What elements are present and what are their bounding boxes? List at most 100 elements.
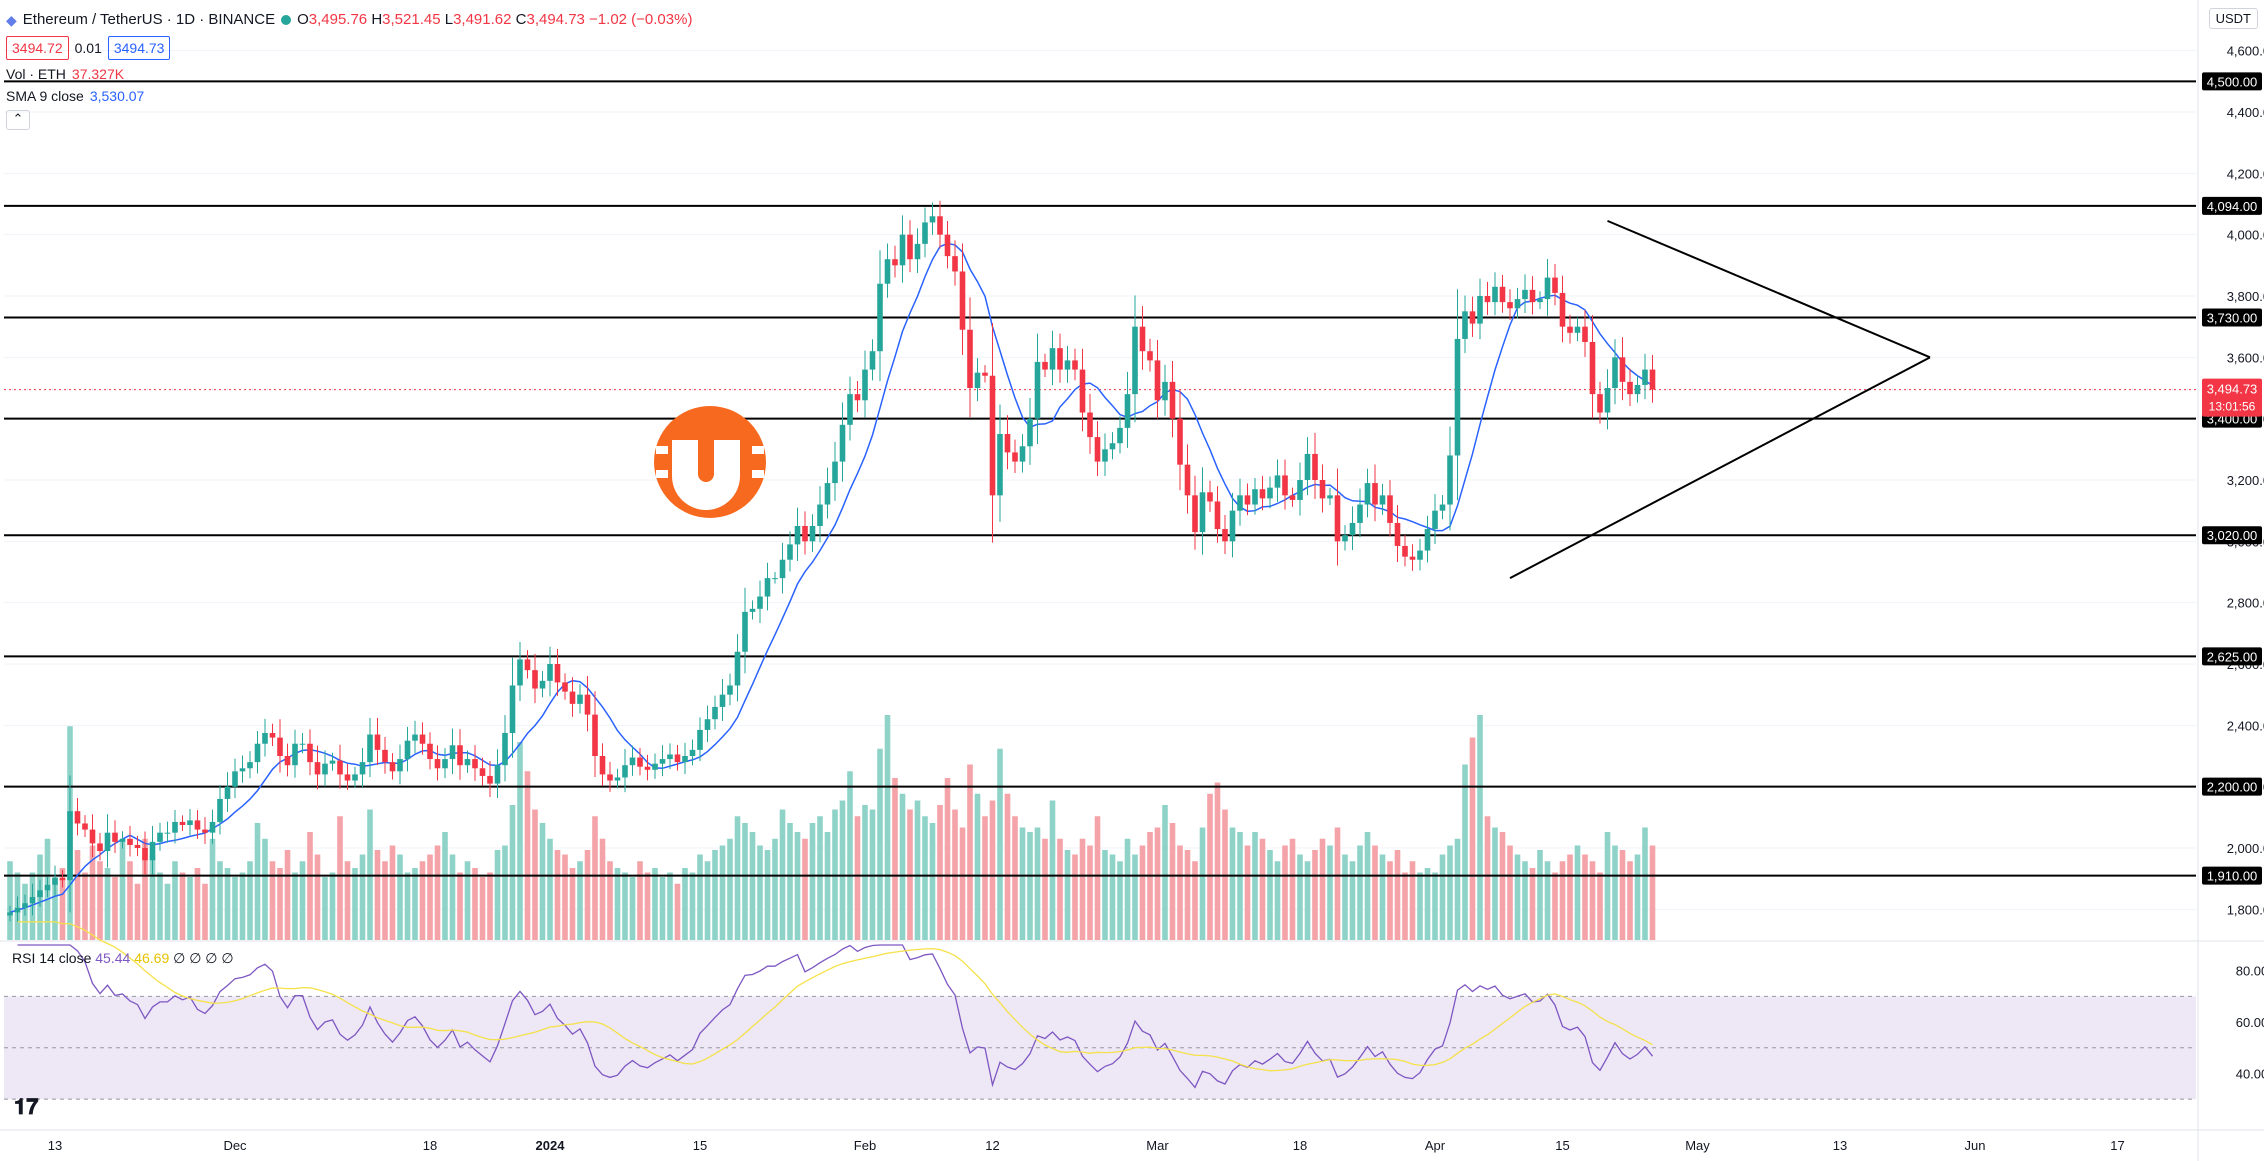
candle-body (52, 878, 58, 885)
candle-body (217, 798, 223, 822)
volume-bar (1447, 845, 1453, 940)
candle-body (1559, 292, 1566, 327)
volume-bar (644, 872, 651, 940)
candle-body (374, 734, 381, 750)
candle-body (1027, 418, 1033, 447)
candle-body (584, 694, 591, 715)
candle-body (922, 222, 928, 244)
volume-bar (734, 816, 741, 940)
candle-body (224, 786, 231, 799)
volume-bar (1372, 845, 1378, 940)
volume-bar (847, 771, 853, 940)
volume-bar (667, 872, 673, 940)
candle-body (734, 651, 741, 686)
volume-label[interactable]: Vol · ETH (6, 66, 66, 82)
volume-bar (1514, 854, 1521, 940)
volume-bar (82, 872, 88, 940)
candle-body (1484, 296, 1491, 303)
candle-body (1177, 418, 1183, 465)
market-status-icon[interactable] (281, 15, 292, 25)
candle-body (82, 823, 88, 830)
tradingview-logo-icon[interactable]: 𝟏𝟕 (14, 1094, 39, 1119)
candle-body (67, 811, 73, 881)
price-tick-label: 4,600.00 (2227, 44, 2264, 59)
sell-price-button[interactable]: 3494.72 (6, 36, 69, 60)
candle-body (599, 756, 606, 775)
volume-bar (187, 877, 193, 940)
candle-body (194, 820, 201, 830)
candle-body (1364, 483, 1371, 505)
chevron-up-icon[interactable]: ⌃ (6, 110, 30, 130)
volume-bar (554, 850, 561, 940)
candle-body (1139, 326, 1146, 352)
volume-bar (52, 877, 58, 940)
level-label-box (2202, 196, 2262, 215)
volume-bar (299, 861, 306, 940)
candle-body (1034, 361, 1041, 419)
volume-bar (1132, 854, 1138, 940)
candle-body (539, 680, 546, 689)
candle-body (254, 743, 261, 763)
candle-body (959, 271, 966, 330)
sma-label[interactable]: SMA 9 close (6, 88, 84, 104)
volume-bar (517, 742, 523, 940)
candle-body (494, 765, 501, 784)
rsi-label[interactable]: RSI 14 close (12, 950, 92, 966)
candle-body (622, 765, 628, 778)
volume-bar (74, 850, 81, 940)
volume-bar (629, 877, 636, 940)
candle-body (1462, 311, 1468, 339)
candle-body (367, 734, 373, 763)
candle-body (292, 743, 298, 766)
volume-bar (284, 850, 291, 940)
level-label: 2,625.00 (2207, 649, 2258, 664)
volume-bar (1492, 827, 1498, 940)
current-price-label: 3,494.73 (2207, 382, 2258, 397)
time-tick-label: 12 (985, 1138, 999, 1153)
triangle-pattern[interactable] (1509, 219, 1931, 580)
symbol-title[interactable]: Ethereum / TetherUS · 1D · BINANCE (22, 11, 276, 28)
time-axis[interactable]: 13 Dec 18 2024 15 Feb 12 Mar 18 Apr 15 May 13 Jun 17 (0, 1129, 2264, 1153)
volume-bar (1274, 861, 1281, 940)
volume-bar (712, 850, 718, 940)
price-axis[interactable]: 1,800.002,000.002,200.002,400.002,600.00… (2197, 0, 2264, 1161)
candle-body (1447, 455, 1453, 505)
currency-selector[interactable]: USDT (2208, 8, 2258, 29)
candle-body (1064, 360, 1071, 370)
volume-bar (487, 872, 493, 940)
volume-bar (1049, 800, 1056, 940)
candle-body (352, 774, 358, 781)
volume-bar (982, 816, 988, 940)
volume-bar (352, 868, 358, 940)
candle-body (832, 461, 838, 484)
candle-body (997, 434, 1003, 496)
volume-bar (967, 764, 973, 940)
candle-body (1589, 342, 1596, 395)
candle-body (314, 762, 321, 775)
candle-body (884, 259, 891, 284)
volume-bar (937, 805, 943, 940)
candle-body (1454, 338, 1461, 456)
candle-body (1057, 348, 1063, 370)
candle-body (97, 843, 103, 852)
candle-body (967, 329, 973, 388)
candle-body (637, 757, 643, 767)
candle-body (1409, 556, 1416, 560)
volume-bar (1319, 838, 1326, 940)
horizontal-levels[interactable] (4, 80, 2196, 877)
candle-body (299, 743, 306, 745)
candle-body (1222, 529, 1228, 542)
volume-bar (1439, 854, 1446, 940)
candle-body (382, 749, 388, 763)
rsi-tick-label: 40.00 (2236, 1066, 2264, 1081)
buy-price-button[interactable]: 3494.73 (107, 36, 171, 60)
volume-bar (959, 827, 966, 940)
volume-bar (397, 854, 403, 940)
volume-bar (1364, 832, 1371, 940)
volume-bar (599, 838, 606, 940)
volume-bar (247, 861, 253, 940)
price-tick-label: 3,800.00 (2227, 289, 2264, 304)
candle-body (1379, 495, 1386, 505)
rsi-tick-label: 80.00 (2236, 964, 2264, 979)
